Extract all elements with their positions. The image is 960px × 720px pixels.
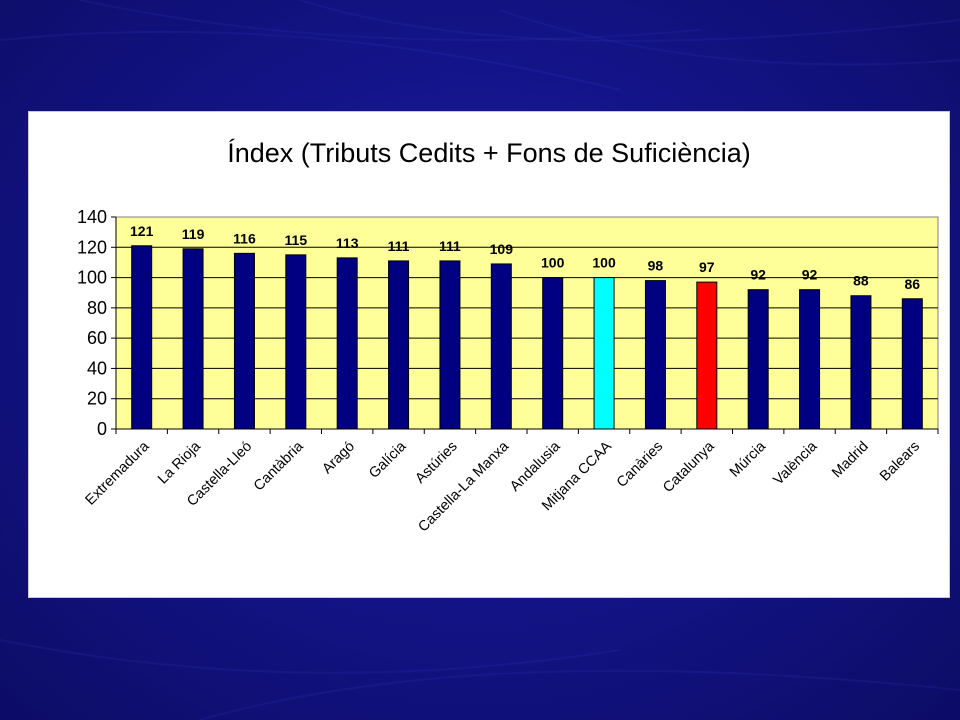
- category-label: Castella-La Manxa: [415, 438, 512, 535]
- data-labels: 121 119 116 115 113 111 111 109 100 100 98 97 92 92 88…: [130, 223, 920, 292]
- chart-panel: Índex (Tributs Cedits + Fons de Suficièn…: [28, 111, 950, 598]
- category-label: Astúries: [412, 439, 460, 487]
- bar: [285, 254, 307, 430]
- category-label: La Rioja: [155, 438, 205, 488]
- category-label: Múrcia: [727, 438, 770, 481]
- bar: [490, 263, 512, 430]
- category-label: Catalunya: [660, 438, 718, 496]
- y-tick-label: 140: [77, 207, 107, 227]
- y-tick-label: 60: [87, 328, 107, 348]
- data-label: 111: [388, 238, 410, 254]
- data-label: 100: [541, 255, 565, 271]
- category-label: Aragó: [319, 439, 358, 478]
- category-label: Madrid: [829, 439, 872, 482]
- category-label: Canàries: [614, 439, 666, 491]
- data-label: 119: [182, 226, 205, 242]
- data-label: 116: [233, 230, 256, 246]
- category-label: Extremadura: [83, 438, 154, 509]
- bar-chart: Índex (Tributs Cedits + Fons de Suficièn…: [77, 138, 939, 535]
- data-label: 98: [648, 258, 664, 274]
- data-label: 92: [802, 267, 818, 283]
- data-label: 111: [439, 238, 461, 254]
- category-label: València: [771, 438, 822, 489]
- data-label: 115: [285, 232, 308, 248]
- bar: [131, 245, 153, 430]
- category-label: Balears: [877, 439, 923, 485]
- bars: [131, 245, 923, 430]
- bar: [542, 277, 564, 430]
- y-tick-label: 40: [87, 358, 107, 378]
- category-label: Galícia: [366, 438, 410, 482]
- data-label: 92: [750, 267, 766, 283]
- data-label: 97: [699, 259, 715, 275]
- data-label: 88: [853, 273, 869, 289]
- category-labels: Extremadura La RiojaCastella-LleóCantàbri…: [83, 438, 924, 535]
- chart-title: Índex (Tributs Cedits + Fons de Suficièn…: [227, 138, 750, 168]
- bar: [233, 252, 255, 430]
- x-axis: [115, 428, 939, 434]
- data-label: 100: [592, 255, 616, 271]
- y-tick-label: 20: [87, 389, 107, 409]
- bar: [901, 298, 923, 430]
- data-label: 121: [130, 223, 154, 239]
- y-tick-label: 80: [87, 298, 107, 318]
- bar: [182, 248, 204, 430]
- bar: [696, 281, 718, 430]
- bar: [799, 289, 821, 430]
- bar: [644, 280, 666, 430]
- y-tick-label: 100: [77, 268, 107, 288]
- bar: [850, 295, 872, 430]
- bar: [336, 257, 358, 430]
- data-label: 113: [336, 235, 359, 251]
- y-tick-label: 120: [77, 237, 107, 257]
- bar: [439, 260, 461, 430]
- data-label: 109: [490, 241, 514, 257]
- y-tick-label: 0: [97, 419, 107, 439]
- bar: [593, 277, 615, 430]
- bar: [388, 260, 410, 430]
- data-label: 86: [905, 276, 921, 292]
- y-axis: 0 20 40 60 80 100 120 140: [77, 207, 117, 439]
- category-label: Cantàbria: [251, 438, 307, 494]
- bar: [747, 289, 769, 430]
